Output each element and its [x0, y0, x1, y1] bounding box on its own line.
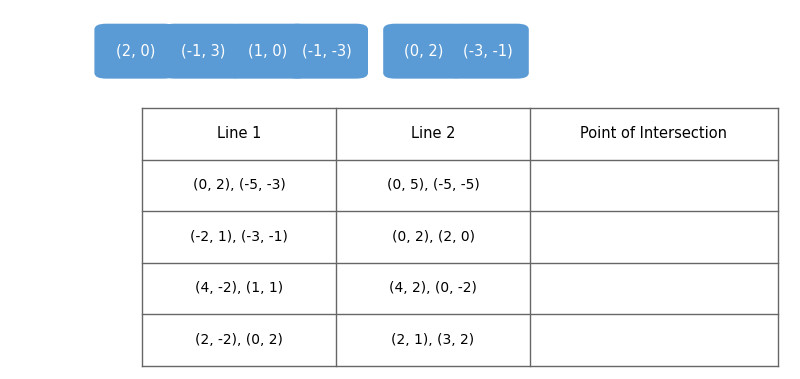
Text: (4, 2), (0, -2): (4, 2), (0, -2) [389, 282, 477, 295]
Text: (-1, -3): (-1, -3) [302, 44, 352, 59]
Text: Line 1: Line 1 [217, 126, 262, 141]
Text: (2, 1), (3, 2): (2, 1), (3, 2) [391, 333, 474, 347]
Text: (1, 0): (1, 0) [247, 44, 287, 59]
Text: (0, 2): (0, 2) [404, 44, 444, 59]
Text: (2, 0): (2, 0) [115, 44, 155, 59]
Text: (2, -2), (0, 2): (2, -2), (0, 2) [195, 333, 283, 347]
Text: Line 2: Line 2 [410, 126, 455, 141]
Text: (0, 2), (-5, -3): (0, 2), (-5, -3) [193, 179, 286, 192]
Text: (0, 5), (-5, -5): (0, 5), (-5, -5) [386, 179, 479, 192]
Text: Point of Intersection: Point of Intersection [580, 126, 727, 141]
Text: (-3, -1): (-3, -1) [463, 44, 513, 59]
Text: (0, 2), (2, 0): (0, 2), (2, 0) [391, 230, 474, 244]
Text: (-2, 1), (-3, -1): (-2, 1), (-3, -1) [190, 230, 288, 244]
Text: (4, -2), (1, 1): (4, -2), (1, 1) [195, 282, 283, 295]
Text: (-1, 3): (-1, 3) [181, 44, 226, 59]
